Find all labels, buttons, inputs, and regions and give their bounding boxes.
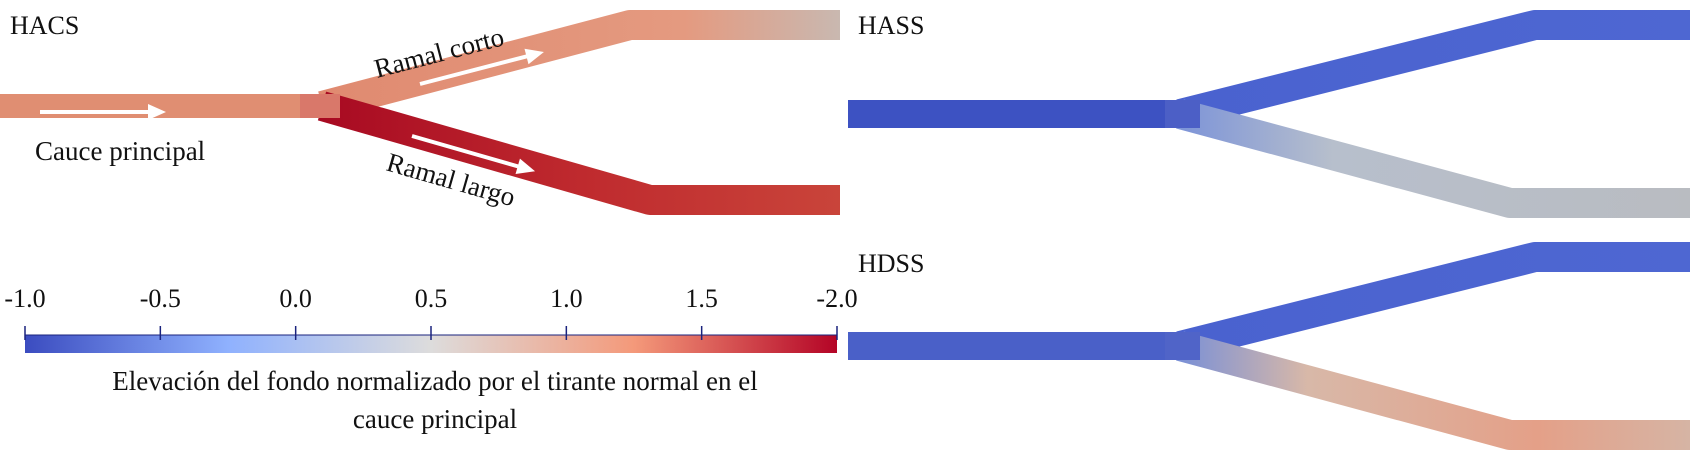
hass-short-branch (1176, 10, 1690, 129)
flow-arrow-main (40, 104, 166, 120)
hass-label: HASS (858, 11, 924, 40)
hacs-main-channel (0, 94, 322, 118)
flow-arrow-short (419, 48, 544, 86)
hass-main-channel (848, 100, 1180, 128)
colorbar-tick-label: 1.5 (685, 284, 718, 313)
colorbar-tick-label: 1.0 (550, 284, 583, 313)
panel-hass: HASS (848, 10, 1690, 218)
colorbar-tick-label: 0.0 (279, 284, 312, 313)
hdss-long-branch (1176, 331, 1690, 450)
hacs-short-branch (318, 10, 840, 121)
colorbar-bar (25, 335, 837, 353)
colorbar-tick-label: -1.0 (4, 284, 45, 313)
hacs-label: HACS (10, 11, 79, 40)
hdss-label: HDSS (858, 249, 924, 278)
flow-arrow-long (411, 134, 536, 175)
colorbar-title-line2: cauce principal (353, 404, 517, 434)
hass-long-branch (1176, 99, 1690, 218)
hacs-long-branch (317, 91, 840, 215)
hdss-main-channel (848, 332, 1180, 360)
panel-hdss: HDSS (848, 242, 1690, 450)
colorbar-tick-label: -2.0 (816, 284, 857, 313)
main-channel-annotation: Cauce principal (35, 136, 205, 166)
colorbar-ticks: -1.0 -0.5 0.0 0.5 1.0 1.5 -2.0 (4, 284, 858, 340)
colorbar-title-line1: Elevación del fondo normalizado por el t… (112, 366, 758, 396)
hass-junction (1165, 100, 1200, 128)
colorbar-tick-label: 0.5 (415, 284, 448, 313)
colorbar-tick-label: -0.5 (140, 284, 181, 313)
colorbar: -1.0 -0.5 0.0 0.5 1.0 1.5 -2.0 Elevación del f… (4, 284, 857, 434)
hacs-junction (300, 94, 340, 118)
hdss-short-branch (1176, 242, 1690, 361)
panel-hacs: HACS Cauce principal Ramal corto Ramal l… (0, 10, 840, 215)
hdss-junction (1165, 332, 1200, 360)
